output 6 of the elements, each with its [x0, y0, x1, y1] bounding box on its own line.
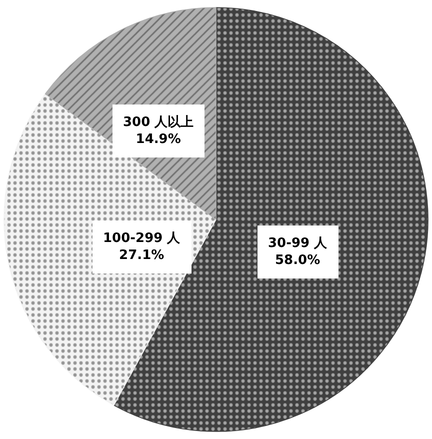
- slice-label: 30-99 人: [268, 236, 328, 251]
- slice-label: 100-299 人: [103, 231, 182, 246]
- data-label: 58.0%: [275, 252, 320, 268]
- data-label: 27.1%: [119, 248, 164, 263]
- data-label: 14.9%: [136, 132, 181, 147]
- slice-label: 300 人以上: [123, 115, 194, 130]
